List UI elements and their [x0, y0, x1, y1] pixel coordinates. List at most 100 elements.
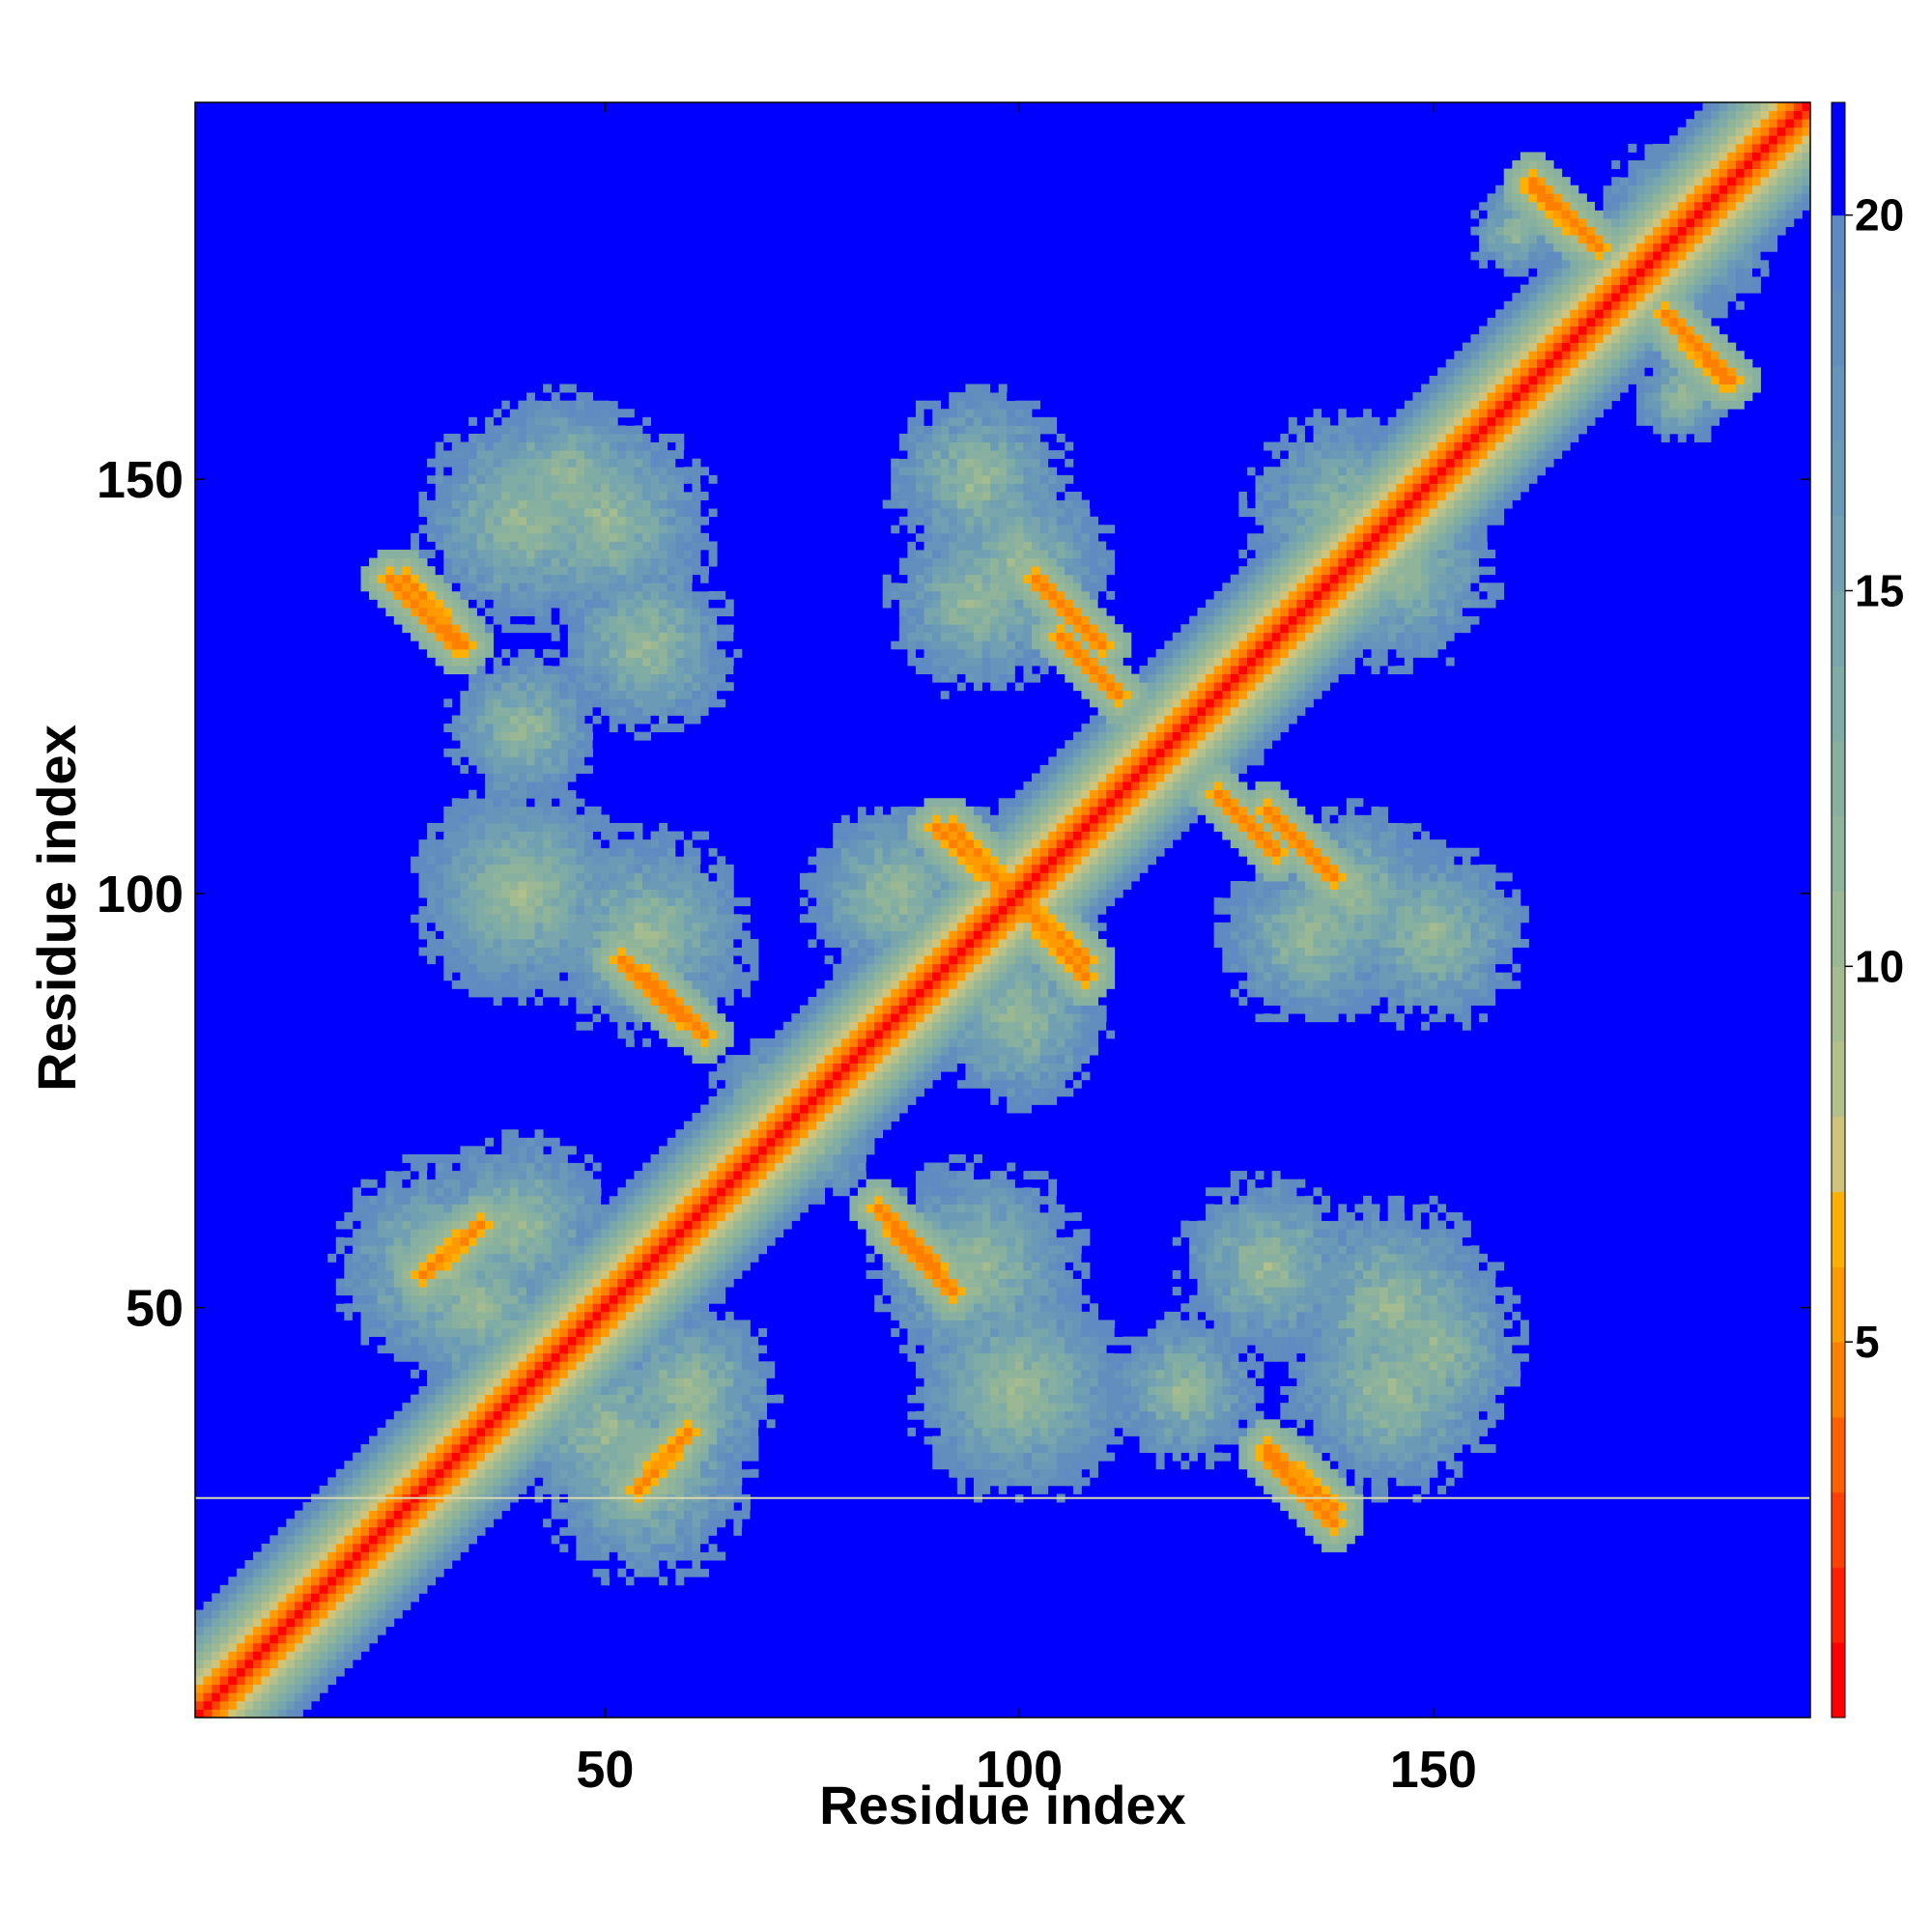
heatmap-cell: [551, 773, 560, 782]
heatmap-cell: [369, 1634, 379, 1644]
heatmap-cell: [576, 574, 585, 583]
heatmap-cell: [509, 474, 519, 484]
heatmap-cell: [427, 516, 437, 526]
heatmap-cell: [543, 550, 553, 558]
heatmap-cell: [642, 666, 651, 675]
heatmap-cell: [675, 1444, 685, 1454]
heatmap-cell: [534, 666, 544, 675]
heatmap-cell: [659, 1386, 668, 1395]
heatmap-cell: [501, 781, 511, 791]
heatmap-cell: [642, 839, 651, 849]
heatmap-cell: [583, 864, 593, 873]
heatmap-cell: [451, 1477, 461, 1487]
heatmap-cell: [501, 1311, 511, 1321]
heatmap-cell: [543, 673, 553, 683]
heatmap-cell: [634, 1477, 643, 1487]
heatmap-cell: [567, 798, 577, 808]
heatmap-cell: [609, 1403, 618, 1412]
heatmap-cell: [708, 648, 718, 658]
heatmap-cell: [427, 1519, 437, 1528]
heatmap-cell: [476, 1452, 486, 1462]
heatmap-cell: [302, 1601, 312, 1610]
heatmap-cell: [443, 1394, 453, 1404]
heatmap-cell: [592, 1303, 602, 1313]
heatmap-cell: [601, 557, 611, 567]
heatmap-cell: [634, 947, 643, 956]
heatmap-cell: [567, 988, 577, 998]
heatmap-cell: [543, 806, 553, 815]
heatmap-cell: [485, 963, 495, 973]
heatmap-cell: [642, 1519, 651, 1528]
heatmap-cell: [476, 1461, 486, 1470]
heatmap-cell: [468, 740, 477, 750]
heatmap-cell: [427, 508, 437, 518]
heatmap-cell: [592, 400, 602, 410]
heatmap-cell: [468, 905, 477, 915]
heatmap-cell: [460, 1336, 469, 1346]
heatmap-cell: [534, 582, 544, 592]
heatmap-cell: [592, 980, 602, 989]
heatmap-cell: [319, 1526, 328, 1536]
heatmap-cell: [493, 673, 502, 683]
heatmap-cell: [410, 1427, 419, 1436]
heatmap-cell: [270, 1692, 279, 1702]
heatmap-cell: [518, 731, 527, 741]
heatmap-cell: [642, 972, 651, 981]
heatmap-cell: [576, 740, 585, 750]
heatmap-cell: [203, 1609, 213, 1619]
heatmap-cell: [402, 1485, 412, 1494]
heatmap-cell: [203, 1642, 213, 1652]
heatmap-cell: [650, 1345, 660, 1354]
heatmap-cell: [410, 582, 419, 592]
heatmap-cell: [534, 608, 544, 617]
heatmap-cell: [601, 955, 611, 965]
heatmap-cell: [692, 483, 701, 493]
heatmap-cell: [377, 1427, 386, 1436]
heatmap-cell: [509, 557, 519, 567]
heatmap-cell: [559, 416, 569, 426]
heatmap-cell: [675, 1568, 685, 1577]
heatmap-cell: [576, 715, 585, 724]
heatmap-cell: [675, 1204, 685, 1213]
heatmap-cell: [534, 1444, 544, 1454]
heatmap-cell: [609, 1229, 618, 1238]
heatmap-cell: [700, 1013, 710, 1023]
heatmap-cell: [675, 1245, 685, 1255]
heatmap-cell: [534, 773, 544, 782]
heatmap-cell: [451, 1303, 461, 1313]
heatmap-cell: [724, 1320, 734, 1329]
heatmap-cell: [377, 1568, 386, 1577]
heatmap-cell: [468, 1485, 477, 1494]
heatmap-cell: [692, 980, 701, 989]
heatmap-cell: [427, 1328, 437, 1337]
heatmap-cell: [642, 1336, 651, 1346]
heatmap-cell: [518, 1262, 527, 1271]
heatmap-cell: [692, 1461, 701, 1470]
heatmap-cell: [485, 1477, 495, 1487]
heatmap-cell: [501, 1378, 511, 1387]
heatmap-cell: [344, 1278, 354, 1288]
heatmap-cell: [493, 756, 502, 766]
heatmap-cell: [601, 541, 611, 551]
heatmap-cell: [683, 467, 693, 476]
heatmap-cell: [724, 1311, 734, 1321]
heatmap-cell: [377, 1477, 386, 1487]
heatmap-cell: [468, 525, 477, 534]
heatmap-cell: [335, 1502, 345, 1512]
heatmap-cell: [460, 1485, 469, 1494]
heatmap-cell: [493, 1461, 502, 1470]
heatmap-cell: [443, 516, 453, 526]
heatmap-cell: [518, 1361, 527, 1371]
heatmap-cell: [683, 541, 693, 551]
heatmap-cell: [567, 698, 577, 708]
heatmap-cell: [526, 1262, 535, 1271]
heatmap-cell: [675, 499, 685, 509]
heatmap-cell: [708, 905, 718, 915]
heatmap-cell: [451, 557, 461, 567]
heatmap-cell: [360, 1262, 370, 1271]
heatmap-cell: [634, 491, 643, 500]
heatmap-cell: [642, 897, 651, 907]
heatmap-cell: [559, 525, 569, 534]
heatmap-cell: [559, 748, 569, 757]
heatmap-cell: [451, 1526, 461, 1536]
